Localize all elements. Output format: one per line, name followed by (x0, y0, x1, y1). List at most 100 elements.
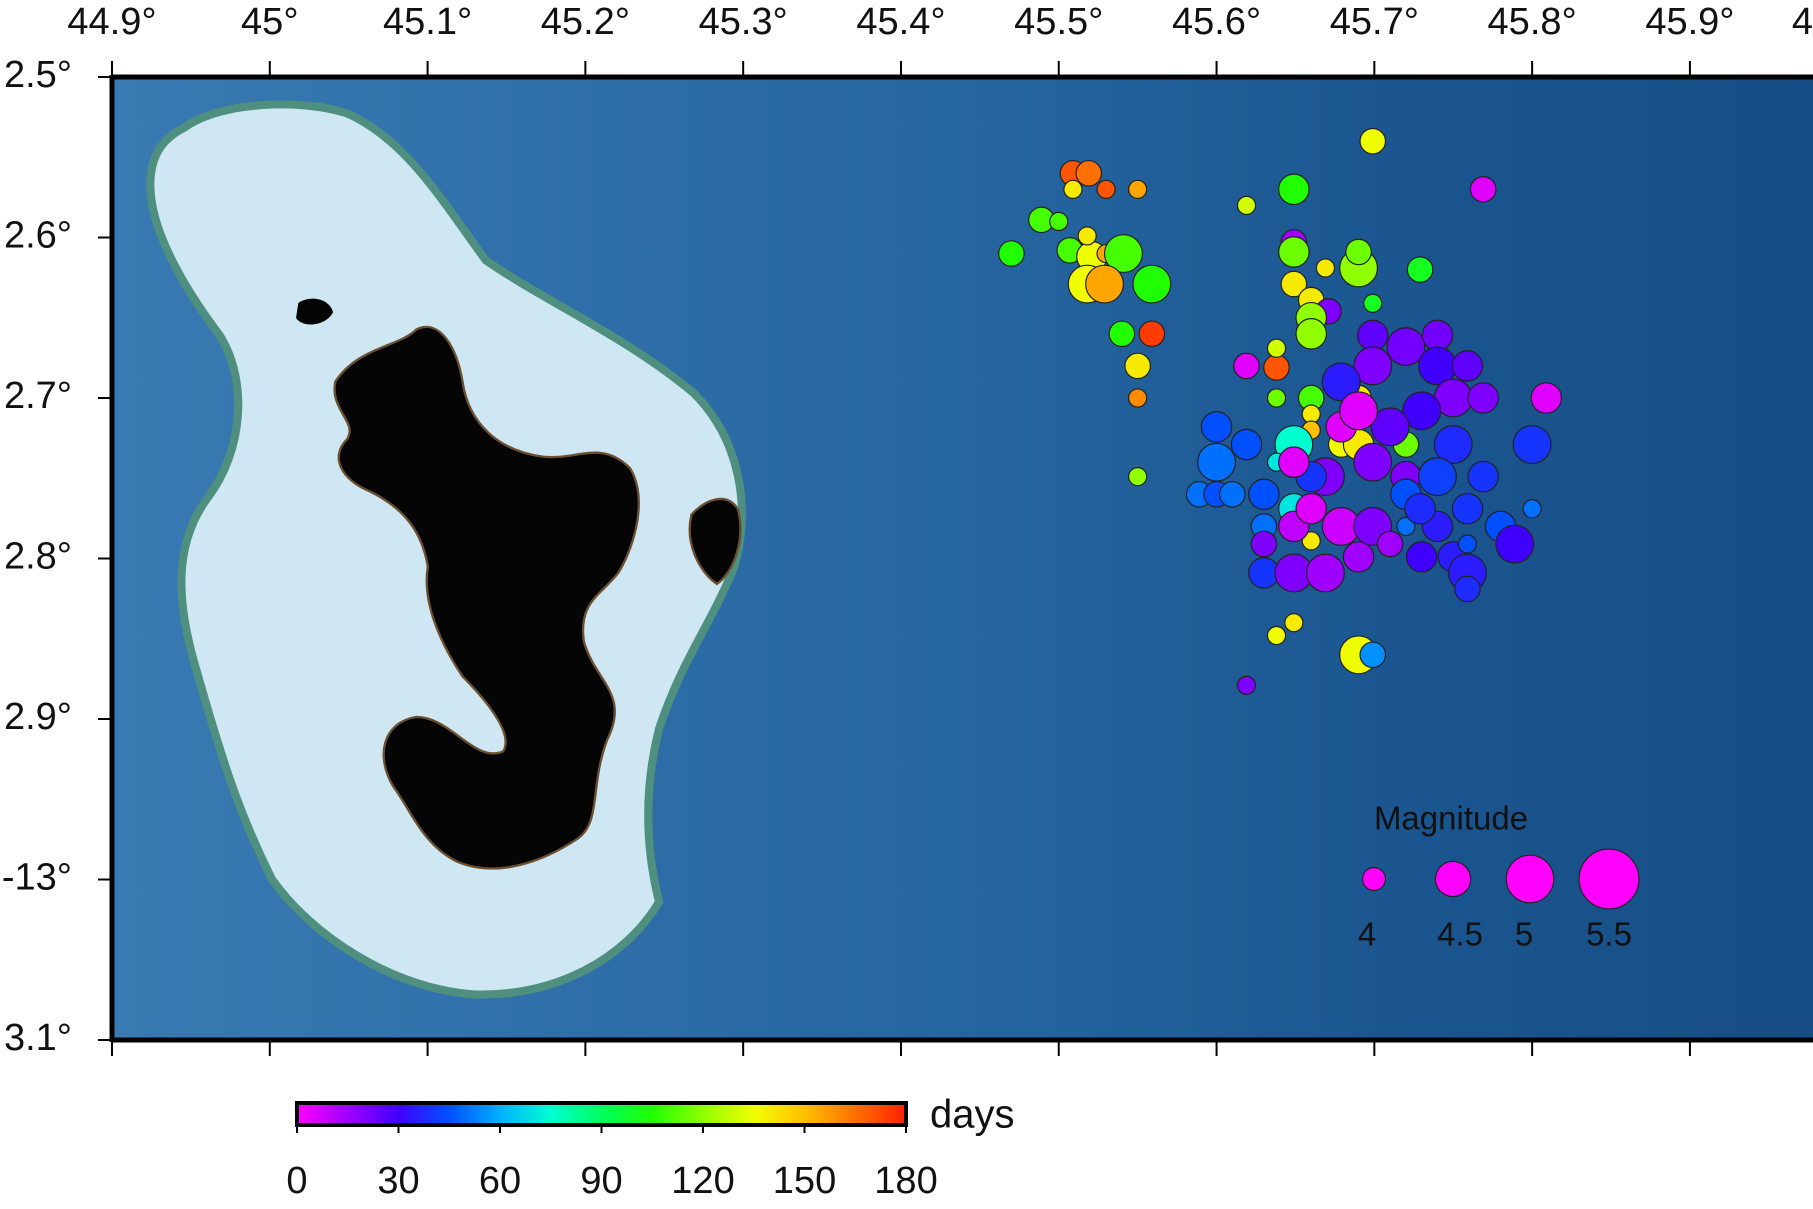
islet (296, 298, 334, 325)
earthquake (1132, 264, 1172, 304)
earthquake (1278, 236, 1310, 268)
earthquake (1263, 354, 1290, 381)
earthquake (1359, 641, 1387, 669)
y-tick-label: 2.5° (4, 54, 72, 96)
earthquake (1345, 238, 1372, 266)
x-tick-label: 45.2° (541, 1, 630, 43)
earthquake (1376, 530, 1404, 558)
earthquake (1218, 480, 1246, 508)
colorbar (295, 1101, 908, 1127)
earthquake (1280, 270, 1308, 298)
earthquake (1451, 492, 1484, 525)
earthquake (1063, 179, 1083, 199)
earthquake (1417, 457, 1457, 497)
earthquake (1128, 388, 1148, 408)
x-tick-label: 45.1° (383, 1, 472, 43)
earthquake (1421, 319, 1454, 352)
colorbar-tick-label: 90 (580, 1160, 622, 1202)
earthquake (1250, 530, 1278, 558)
colorbar-tick-label: 0 (286, 1160, 307, 1202)
earthquake (1522, 499, 1542, 519)
x-tick-label: 45.5° (1014, 1, 1103, 43)
earthquake (1077, 226, 1097, 246)
earthquake (1278, 173, 1310, 206)
size-legend-label: 4 (1358, 916, 1376, 953)
earthquake (1363, 293, 1383, 313)
earthquake (1284, 613, 1304, 633)
earthquake (1512, 425, 1552, 465)
size-legend-label: 4.5 (1437, 916, 1483, 953)
y-tick-label: 2.6° (4, 215, 72, 257)
petite-terre (688, 497, 742, 586)
x-tick-label: 44.9° (67, 1, 156, 43)
y-tick-label: -13° (2, 857, 72, 899)
earthquake (1457, 534, 1478, 554)
earthquake (1233, 352, 1260, 380)
earthquake (1295, 492, 1328, 525)
earthquake (1266, 338, 1287, 358)
x-tick-label: 4 (1792, 1, 1813, 43)
earthquake (1405, 541, 1438, 573)
colorbar-label: days (930, 1093, 1015, 1137)
earthquake (1236, 195, 1257, 216)
earthquake (1301, 404, 1321, 424)
size-legend-label: 5 (1515, 916, 1533, 953)
earthquake (1530, 382, 1563, 414)
earthquake (1266, 625, 1287, 646)
earthquake (1467, 460, 1500, 493)
earthquake (1049, 211, 1069, 232)
y-tick-label: 3.1° (4, 1017, 72, 1059)
earthquake (998, 240, 1025, 267)
earthquake (1454, 575, 1481, 603)
earthquake (1404, 492, 1436, 525)
x-tick-label: 45.9° (1645, 1, 1734, 43)
earthquake (1096, 179, 1116, 199)
earthquake (1469, 176, 1497, 203)
earthquake (1359, 127, 1387, 155)
earthquake (1406, 256, 1434, 283)
earthquake (1353, 346, 1393, 386)
earthquake (1339, 391, 1379, 431)
x-tick-label: 45° (241, 1, 298, 43)
earthquake (1396, 516, 1416, 537)
size-legend-title: Magnitude (1374, 800, 1528, 837)
earthquake (1266, 388, 1287, 408)
earthquake (1124, 352, 1151, 380)
colorbar-tick-label: 60 (479, 1160, 521, 1202)
earthquake (1301, 531, 1321, 551)
earthquake (1451, 350, 1484, 382)
x-tick-label: 45.6° (1172, 1, 1261, 43)
earthquake (1128, 467, 1148, 487)
island-group (146, 100, 746, 999)
x-tick-label: 45.8° (1488, 1, 1577, 43)
earthquake (1356, 319, 1389, 352)
earthquake (1295, 318, 1328, 350)
earthquake (1315, 258, 1336, 278)
earthquake (1342, 541, 1375, 573)
x-tick-label: 45.7° (1330, 1, 1419, 43)
size-legend-marker (1361, 866, 1387, 892)
earthquake (1321, 362, 1361, 402)
earthquake (1108, 320, 1136, 348)
earthquake (1433, 425, 1473, 465)
earthquake (1278, 446, 1310, 478)
size-legend-marker (1505, 854, 1555, 904)
earthquake (1305, 553, 1345, 593)
earthquake (1386, 327, 1426, 367)
earthquake (1075, 159, 1103, 187)
earthquake (1467, 382, 1500, 414)
colorbar-tick-label: 180 (874, 1160, 937, 1202)
earthquake (1230, 428, 1263, 461)
y-tick-label: 2.8° (4, 536, 72, 578)
earthquake (1236, 675, 1257, 695)
colorbar-tick-label: 30 (377, 1160, 419, 1202)
earthquake (1200, 411, 1233, 443)
size-legend-marker (1434, 860, 1472, 898)
y-tick-label: 2.7° (4, 375, 72, 417)
colorbar-tick-label: 150 (773, 1160, 836, 1202)
earthquake (1197, 442, 1237, 482)
x-tick-label: 45.3° (699, 1, 788, 43)
earthquake (1085, 264, 1124, 304)
y-tick-label: 2.9° (4, 696, 72, 738)
